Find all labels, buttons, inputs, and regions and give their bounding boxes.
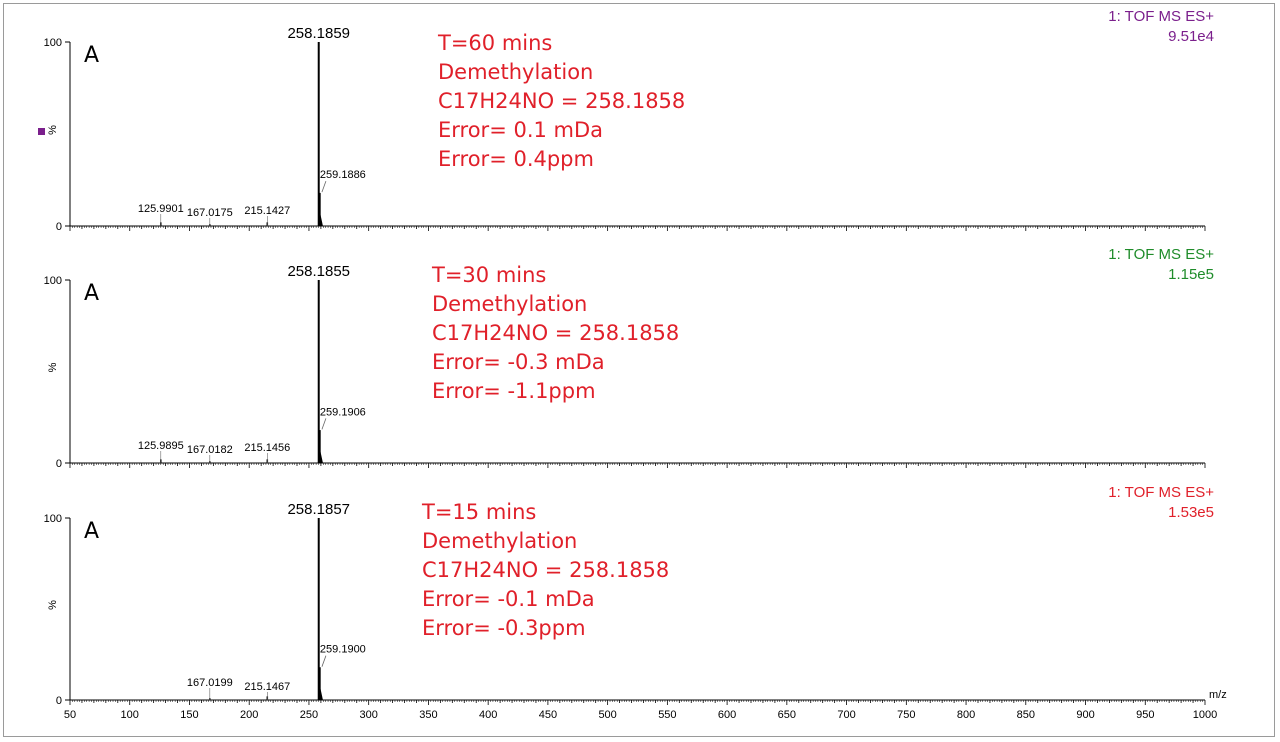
annotation-line: Error= -0.3ppm — [422, 616, 586, 640]
annotation-line: Error= -0.1 mDa — [422, 587, 595, 611]
x-tick-label: 400 — [479, 709, 497, 721]
annotation-line: Demethylation — [438, 60, 593, 84]
annotation-line: Demethylation — [432, 292, 587, 316]
x-tick-label: 1000 — [1193, 709, 1217, 721]
x-axis-ticks — [69, 226, 1206, 231]
annotation-line: Error= 0.1 mDa — [438, 118, 603, 142]
panel-letter: A — [84, 519, 99, 544]
x-tick-label: 350 — [419, 709, 437, 721]
peak-label-main: 258.1855 — [287, 263, 350, 280]
peak-label-isotope: 259.1900 — [320, 644, 366, 656]
x-tick-label: 900 — [1076, 709, 1094, 721]
instrument-label: 1: TOF MS ES+ — [1108, 8, 1214, 25]
annotation-line: T=60 mins — [437, 31, 552, 55]
peak-label-leader — [321, 181, 327, 193]
x-tick-label: 650 — [778, 709, 796, 721]
peak-label-main: 258.1857 — [287, 501, 350, 518]
x-tick-label: 250 — [300, 709, 318, 721]
spectrum-panel-1: 100 0% 258.1859 259.1886 125.9901 167.0175 215… — [44, 8, 1215, 233]
y-tick-label-100: 100 — [44, 37, 62, 49]
x-tick-label: 550 — [658, 709, 676, 721]
peak-isotope — [317, 686, 323, 700]
annotation-line: C17H24NO = 258.1858 — [422, 558, 669, 582]
annotation-line: T=30 mins — [431, 263, 546, 287]
panel-letter: A — [84, 43, 99, 68]
x-tick-label: 450 — [539, 709, 557, 721]
y-tick-label-100: 100 — [44, 275, 62, 287]
peak-label-leader — [321, 655, 327, 667]
y-axis-label: % — [47, 600, 59, 610]
peak-isotope — [317, 449, 323, 463]
x-tick-label: 500 — [598, 709, 616, 721]
y-tick-label-100: 100 — [44, 513, 62, 525]
x-tick-label: 750 — [897, 709, 915, 721]
annotation-line: C17H24NO = 258.1858 — [432, 321, 679, 345]
x-tick-label: 50 — [64, 709, 76, 721]
x-tick-label: 850 — [1017, 709, 1035, 721]
instrument-label: 1: TOF MS ES+ — [1108, 246, 1214, 263]
peak-label-isotope: 259.1906 — [320, 406, 366, 418]
spectrum-panel-3: 1000%50 100 150 200 250 300 350 400 450 500 550 600… — [44, 484, 1227, 721]
panel-letter: A — [84, 281, 99, 306]
peak-label: 215.1427 — [244, 205, 290, 217]
series-color-marker — [38, 128, 45, 135]
x-axis-ticks — [69, 700, 1206, 705]
peak-isotope — [317, 212, 323, 226]
x-tick-label: 150 — [180, 709, 198, 721]
y-axis-label: % — [47, 125, 59, 135]
x-tick-label: 300 — [360, 709, 378, 721]
x-tick-label: 200 — [240, 709, 258, 721]
x-tick-label: 600 — [718, 709, 736, 721]
instrument-label: 1: TOF MS ES+ — [1108, 484, 1214, 501]
x-axis-ticks — [69, 463, 1206, 468]
annotation-line: T=15 mins — [421, 500, 536, 524]
peak-label: 167.0182 — [187, 444, 233, 456]
peak-label: 215.1456 — [244, 442, 290, 454]
annotation-line: Error= 0.4ppm — [438, 147, 594, 171]
peak-label-isotope: 259.1886 — [320, 169, 366, 181]
spectrum-panel-2: 100 0% 258.1855 259.1906 125.9895 167.0182 215… — [44, 246, 1215, 470]
y-axis-label: % — [47, 362, 59, 372]
peak-label-main: 258.1859 — [287, 25, 350, 42]
peak-label: 167.0175 — [187, 207, 233, 219]
x-tick-label: 100 — [121, 709, 139, 721]
annotation-line: C17H24NO = 258.1858 — [438, 89, 685, 113]
intensity-label: 1.15e5 — [1168, 266, 1214, 283]
y-tick-label-0: 0 — [56, 695, 62, 707]
peak-label: 125.9895 — [138, 440, 184, 452]
figure-frame — [3, 3, 1275, 737]
intensity-label: 9.51e4 — [1168, 28, 1214, 45]
annotation-line: Error= -1.1ppm — [432, 379, 596, 403]
x-tick-label: 800 — [957, 709, 975, 721]
peak-label: 125.9901 — [138, 203, 184, 215]
peak-label-leader — [321, 418, 327, 430]
x-tick-label: 700 — [837, 709, 855, 721]
intensity-label: 1.53e5 — [1168, 504, 1214, 521]
peak-label: 215.1467 — [244, 681, 290, 693]
annotation-line: Error= -0.3 mDa — [432, 350, 605, 374]
x-axis-label: m/z — [1209, 689, 1227, 701]
peak-label: 167.0199 — [187, 677, 233, 689]
y-tick-label-0: 0 — [56, 458, 62, 470]
annotation-line: Demethylation — [422, 529, 577, 553]
y-tick-label-0: 0 — [56, 221, 62, 233]
x-tick-label: 950 — [1136, 709, 1154, 721]
